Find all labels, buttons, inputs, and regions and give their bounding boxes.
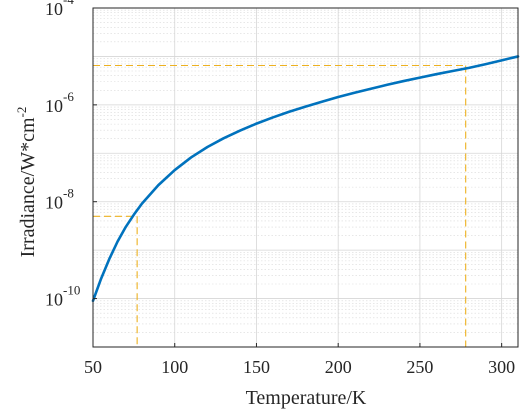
y-tick-label: 10	[45, 290, 63, 310]
reference-lines	[93, 64, 467, 347]
plot-background	[93, 8, 518, 347]
y-tick-exponent: -4	[63, 0, 74, 7]
minor-grid	[93, 9, 518, 333]
y-tick-label: 10	[45, 96, 63, 116]
y-tick-exponent: -8	[63, 186, 74, 201]
plot-frame	[92, 7, 519, 348]
y-tick-exponent: -6	[63, 89, 74, 104]
y-tick-label: 10	[45, 193, 63, 213]
x-tick-label: 50	[84, 357, 102, 377]
x-axis-label: Temperature/K	[246, 387, 367, 409]
x-tick-label: 300	[488, 357, 515, 377]
x-tick-label: 100	[161, 357, 188, 377]
y-axis-label-base: Irradiance/W*cm	[17, 117, 39, 257]
x-tick-label: 150	[243, 357, 270, 377]
series-layer	[91, 55, 520, 303]
x-tick-label: 250	[406, 357, 433, 377]
x-axis-ticks: 50 100 150 200 250 300	[84, 343, 515, 377]
y-axis-label: Irradiance/W*cm-2	[14, 107, 39, 258]
y-tick-exponent: -10	[63, 283, 80, 298]
x-tick-label: 200	[325, 357, 352, 377]
y-tick-label: 10	[45, 0, 63, 19]
y-axis-label-exponent: -2	[14, 107, 29, 118]
series-line	[91, 55, 520, 303]
